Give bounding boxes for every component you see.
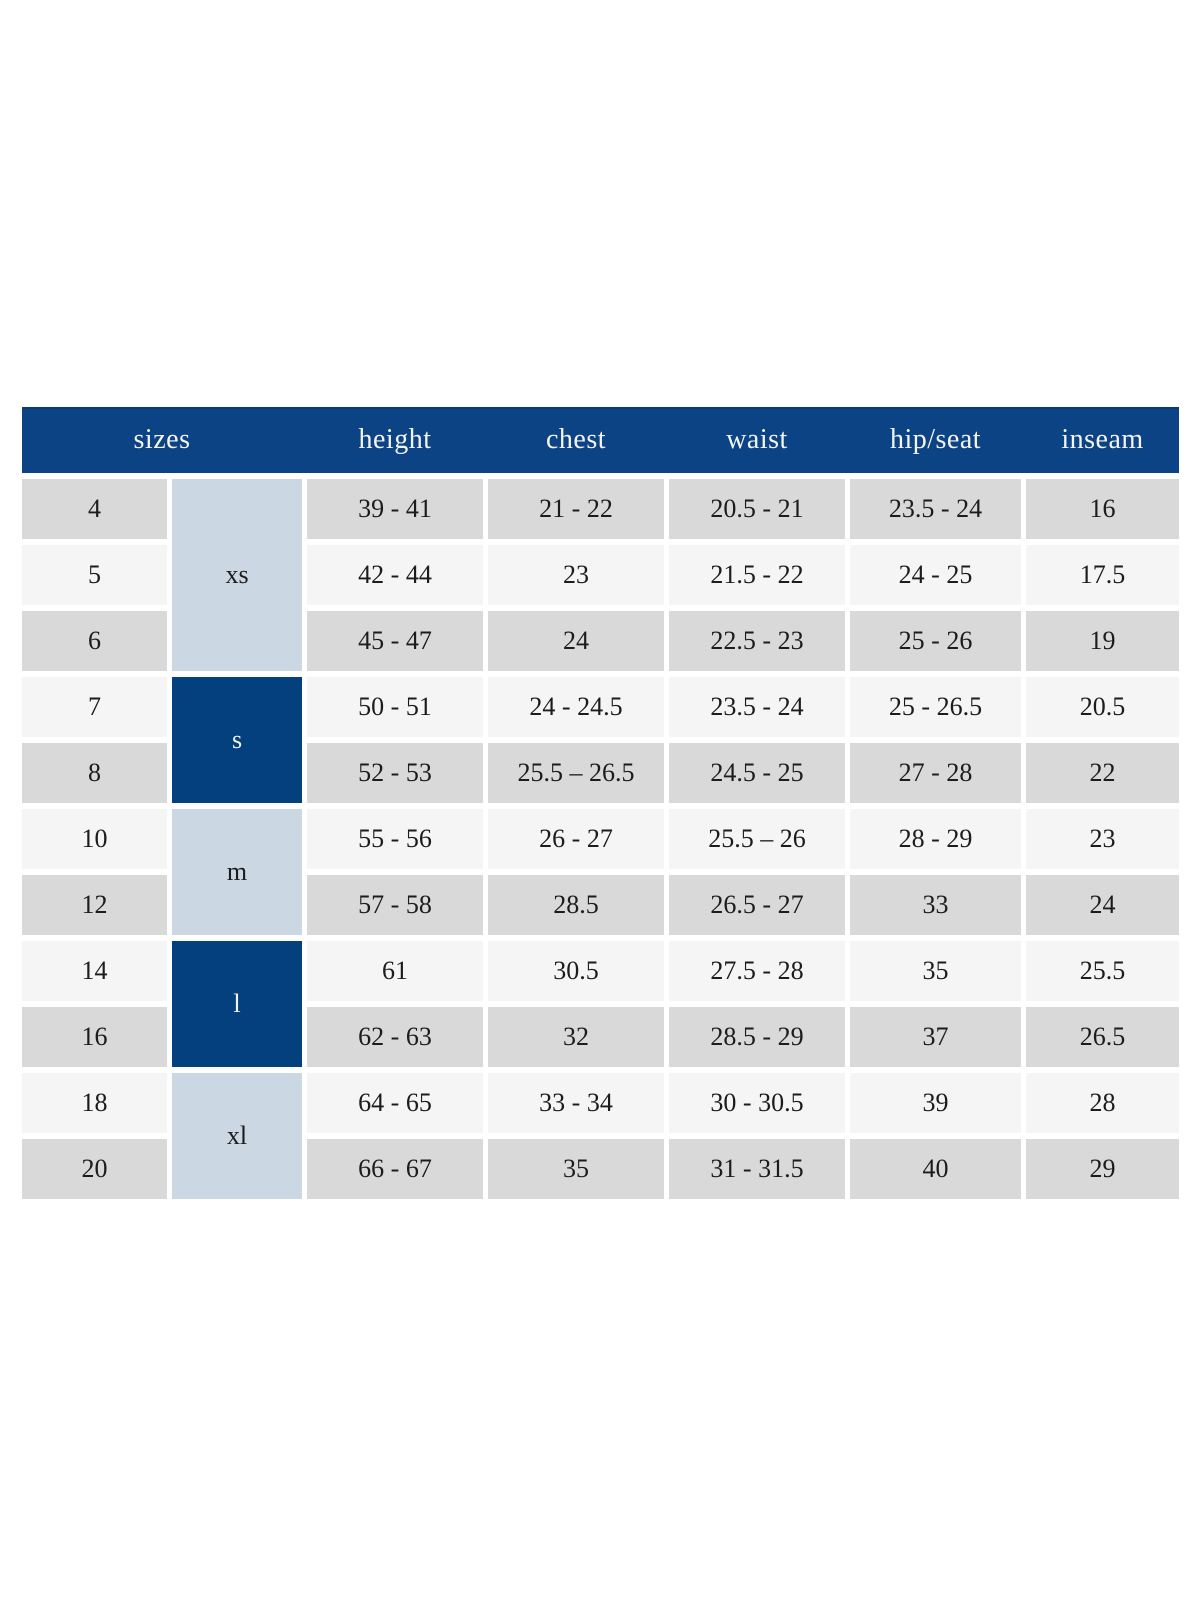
hip-seat-cell: 25 - 26.5 [850,677,1021,737]
inseam-cell: 26.5 [1026,1007,1179,1067]
height-cell: 45 - 47 [307,611,483,671]
height-cell: 55 - 56 [307,809,483,869]
height-cell: 61 [307,941,483,1001]
hip-seat-cell: 28 - 29 [850,809,1021,869]
waist-cell: 22.5 - 23 [669,611,845,671]
size-number-cell: 7 [22,677,167,737]
chest-cell: 24 [488,611,664,671]
column-header-inseam: inseam [1061,424,1144,455]
waist-cell: 25.5 – 26 [669,809,845,869]
hip-seat-cell: 23.5 - 24 [850,479,1021,539]
inseam-cell: 16 [1026,479,1179,539]
height-cell: 42 - 44 [307,545,483,605]
size-group-cell-xl: xl [172,1073,302,1199]
size-group-cell-xs: xs [172,479,302,671]
waist-cell: 27.5 - 28 [669,941,845,1001]
size-group-cell-m: m [172,809,302,935]
height-cell: 57 - 58 [307,875,483,935]
height-cell: 50 - 51 [307,677,483,737]
height-cell: 39 - 41 [307,479,483,539]
size-number-cell: 20 [22,1139,167,1199]
size-number-cell: 12 [22,875,167,935]
table-header-bar [22,407,1179,473]
chest-cell: 30.5 [488,941,664,1001]
size-number-cell: 16 [22,1007,167,1067]
chest-cell: 25.5 – 26.5 [488,743,664,803]
inseam-cell: 22 [1026,743,1179,803]
waist-cell: 20.5 - 21 [669,479,845,539]
hip-seat-cell: 37 [850,1007,1021,1067]
waist-cell: 28.5 - 29 [669,1007,845,1067]
column-header-waist: waist [726,424,788,455]
hip-seat-cell: 39 [850,1073,1021,1133]
waist-cell: 31 - 31.5 [669,1139,845,1199]
size-number-cell: 4 [22,479,167,539]
waist-cell: 24.5 - 25 [669,743,845,803]
hip-seat-cell: 27 - 28 [850,743,1021,803]
inseam-cell: 23 [1026,809,1179,869]
hip-seat-cell: 40 [850,1139,1021,1199]
chest-cell: 28.5 [488,875,664,935]
inseam-cell: 20.5 [1026,677,1179,737]
inseam-cell: 25.5 [1026,941,1179,1001]
column-header-height: height [358,424,432,455]
chest-cell: 21 - 22 [488,479,664,539]
size-group-cell-l: l [172,941,302,1067]
inseam-cell: 17.5 [1026,545,1179,605]
size-number-cell: 8 [22,743,167,803]
size-number-cell: 5 [22,545,167,605]
chest-cell: 24 - 24.5 [488,677,664,737]
waist-cell: 21.5 - 22 [669,545,845,605]
size-group-cell-s: s [172,677,302,803]
height-cell: 66 - 67 [307,1139,483,1199]
size-number-cell: 14 [22,941,167,1001]
size-number-cell: 10 [22,809,167,869]
inseam-cell: 19 [1026,611,1179,671]
size-number-cell: 18 [22,1073,167,1133]
column-header-chest: chest [545,424,607,455]
inseam-cell: 28 [1026,1073,1179,1133]
height-cell: 64 - 65 [307,1073,483,1133]
column-header-hip-seat: hip/seat [889,424,982,455]
hip-seat-cell: 35 [850,941,1021,1001]
column-header-sizes: sizes [133,424,191,455]
chest-cell: 33 - 34 [488,1073,664,1133]
waist-cell: 30 - 30.5 [669,1073,845,1133]
height-cell: 52 - 53 [307,743,483,803]
height-cell: 62 - 63 [307,1007,483,1067]
hip-seat-cell: 33 [850,875,1021,935]
size-number-cell: 6 [22,611,167,671]
waist-cell: 26.5 - 27 [669,875,845,935]
hip-seat-cell: 25 - 26 [850,611,1021,671]
waist-cell: 23.5 - 24 [669,677,845,737]
chest-cell: 35 [488,1139,664,1199]
inseam-cell: 29 [1026,1139,1179,1199]
chest-cell: 32 [488,1007,664,1067]
size-chart-table: sizes height chest waist hip/seat inseam xs s m l… [22,407,1179,1199]
inseam-cell: 24 [1026,875,1179,935]
chest-cell: 23 [488,545,664,605]
chest-cell: 26 - 27 [488,809,664,869]
hip-seat-cell: 24 - 25 [850,545,1021,605]
